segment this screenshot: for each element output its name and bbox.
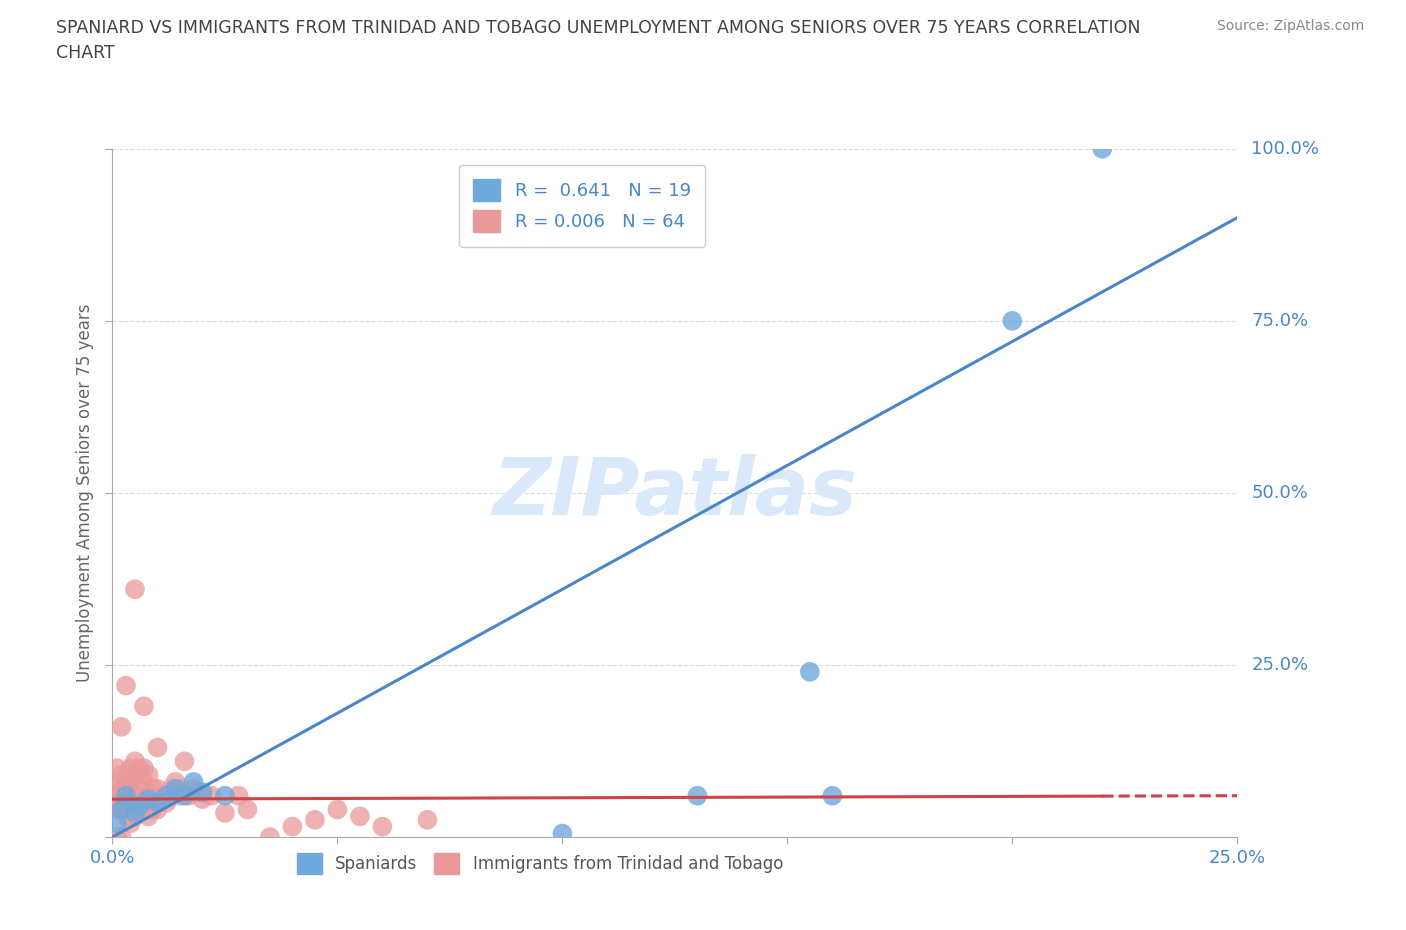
- Point: [115, 678, 138, 693]
- Text: SPANIARD VS IMMIGRANTS FROM TRINIDAD AND TOBAGO UNEMPLOYMENT AMONG SENIORS OVER : SPANIARD VS IMMIGRANTS FROM TRINIDAD AND…: [56, 19, 1140, 61]
- Y-axis label: Unemployment Among Seniors over 75 years: Unemployment Among Seniors over 75 years: [76, 304, 94, 682]
- Point: [146, 802, 169, 817]
- Point: [120, 761, 142, 776]
- Point: [110, 830, 132, 844]
- Point: [124, 809, 146, 824]
- Point: [105, 795, 128, 810]
- Point: [132, 795, 155, 810]
- Text: 50.0%: 50.0%: [1251, 484, 1308, 502]
- Point: [259, 830, 281, 844]
- Point: [349, 809, 371, 824]
- Point: [110, 789, 132, 804]
- Point: [124, 754, 146, 769]
- Point: [138, 809, 160, 824]
- Point: [105, 830, 128, 844]
- Point: [799, 664, 821, 679]
- Point: [124, 805, 146, 820]
- Point: [138, 791, 160, 806]
- Point: [177, 789, 200, 804]
- Point: [1091, 141, 1114, 156]
- Point: [228, 789, 250, 804]
- Point: [169, 781, 191, 796]
- Point: [115, 809, 138, 824]
- Point: [214, 805, 236, 820]
- Point: [821, 789, 844, 804]
- Point: [124, 789, 146, 804]
- Point: [183, 781, 205, 796]
- Point: [128, 799, 150, 814]
- Point: [326, 802, 349, 817]
- Point: [120, 795, 142, 810]
- Point: [371, 819, 394, 834]
- Text: 25.0%: 25.0%: [1251, 656, 1309, 674]
- Point: [150, 789, 173, 804]
- Point: [173, 789, 195, 804]
- Point: [120, 775, 142, 790]
- Point: [551, 826, 574, 841]
- Point: [155, 789, 177, 804]
- Point: [110, 720, 132, 735]
- Point: [110, 802, 132, 817]
- Text: ZIPatlas: ZIPatlas: [492, 454, 858, 532]
- Text: 100.0%: 100.0%: [1251, 140, 1319, 158]
- Point: [214, 789, 236, 804]
- Point: [191, 785, 214, 800]
- Point: [146, 740, 169, 755]
- Point: [155, 795, 177, 810]
- Point: [169, 789, 191, 804]
- Point: [132, 775, 155, 790]
- Text: Source: ZipAtlas.com: Source: ZipAtlas.com: [1216, 19, 1364, 33]
- Point: [142, 781, 165, 796]
- Point: [146, 781, 169, 796]
- Point: [236, 802, 259, 817]
- Point: [128, 802, 150, 817]
- Point: [128, 781, 150, 796]
- Point: [132, 761, 155, 776]
- Point: [416, 813, 439, 828]
- Point: [105, 802, 128, 817]
- Point: [686, 789, 709, 804]
- Point: [105, 816, 128, 830]
- Point: [110, 767, 132, 782]
- Point: [146, 795, 169, 810]
- Point: [138, 767, 160, 782]
- Point: [165, 781, 187, 796]
- Point: [128, 761, 150, 776]
- Point: [115, 795, 138, 810]
- Point: [200, 789, 222, 804]
- Point: [173, 754, 195, 769]
- Point: [105, 775, 128, 790]
- Point: [124, 582, 146, 597]
- Point: [124, 767, 146, 782]
- Point: [115, 775, 138, 790]
- Point: [120, 816, 142, 830]
- Point: [165, 775, 187, 790]
- Text: 75.0%: 75.0%: [1251, 312, 1309, 330]
- Point: [1001, 313, 1024, 328]
- Point: [132, 698, 155, 713]
- Point: [115, 789, 138, 804]
- Point: [304, 813, 326, 828]
- Point: [183, 775, 205, 790]
- Point: [281, 819, 304, 834]
- Point: [115, 789, 138, 804]
- Point: [115, 802, 138, 817]
- Point: [160, 781, 183, 796]
- Point: [105, 761, 128, 776]
- Point: [110, 802, 132, 817]
- Point: [105, 789, 128, 804]
- Legend: Spaniards, Immigrants from Trinidad and Tobago: Spaniards, Immigrants from Trinidad and …: [290, 846, 790, 881]
- Point: [110, 781, 132, 796]
- Point: [138, 789, 160, 804]
- Point: [128, 802, 150, 817]
- Point: [142, 802, 165, 817]
- Point: [191, 791, 214, 806]
